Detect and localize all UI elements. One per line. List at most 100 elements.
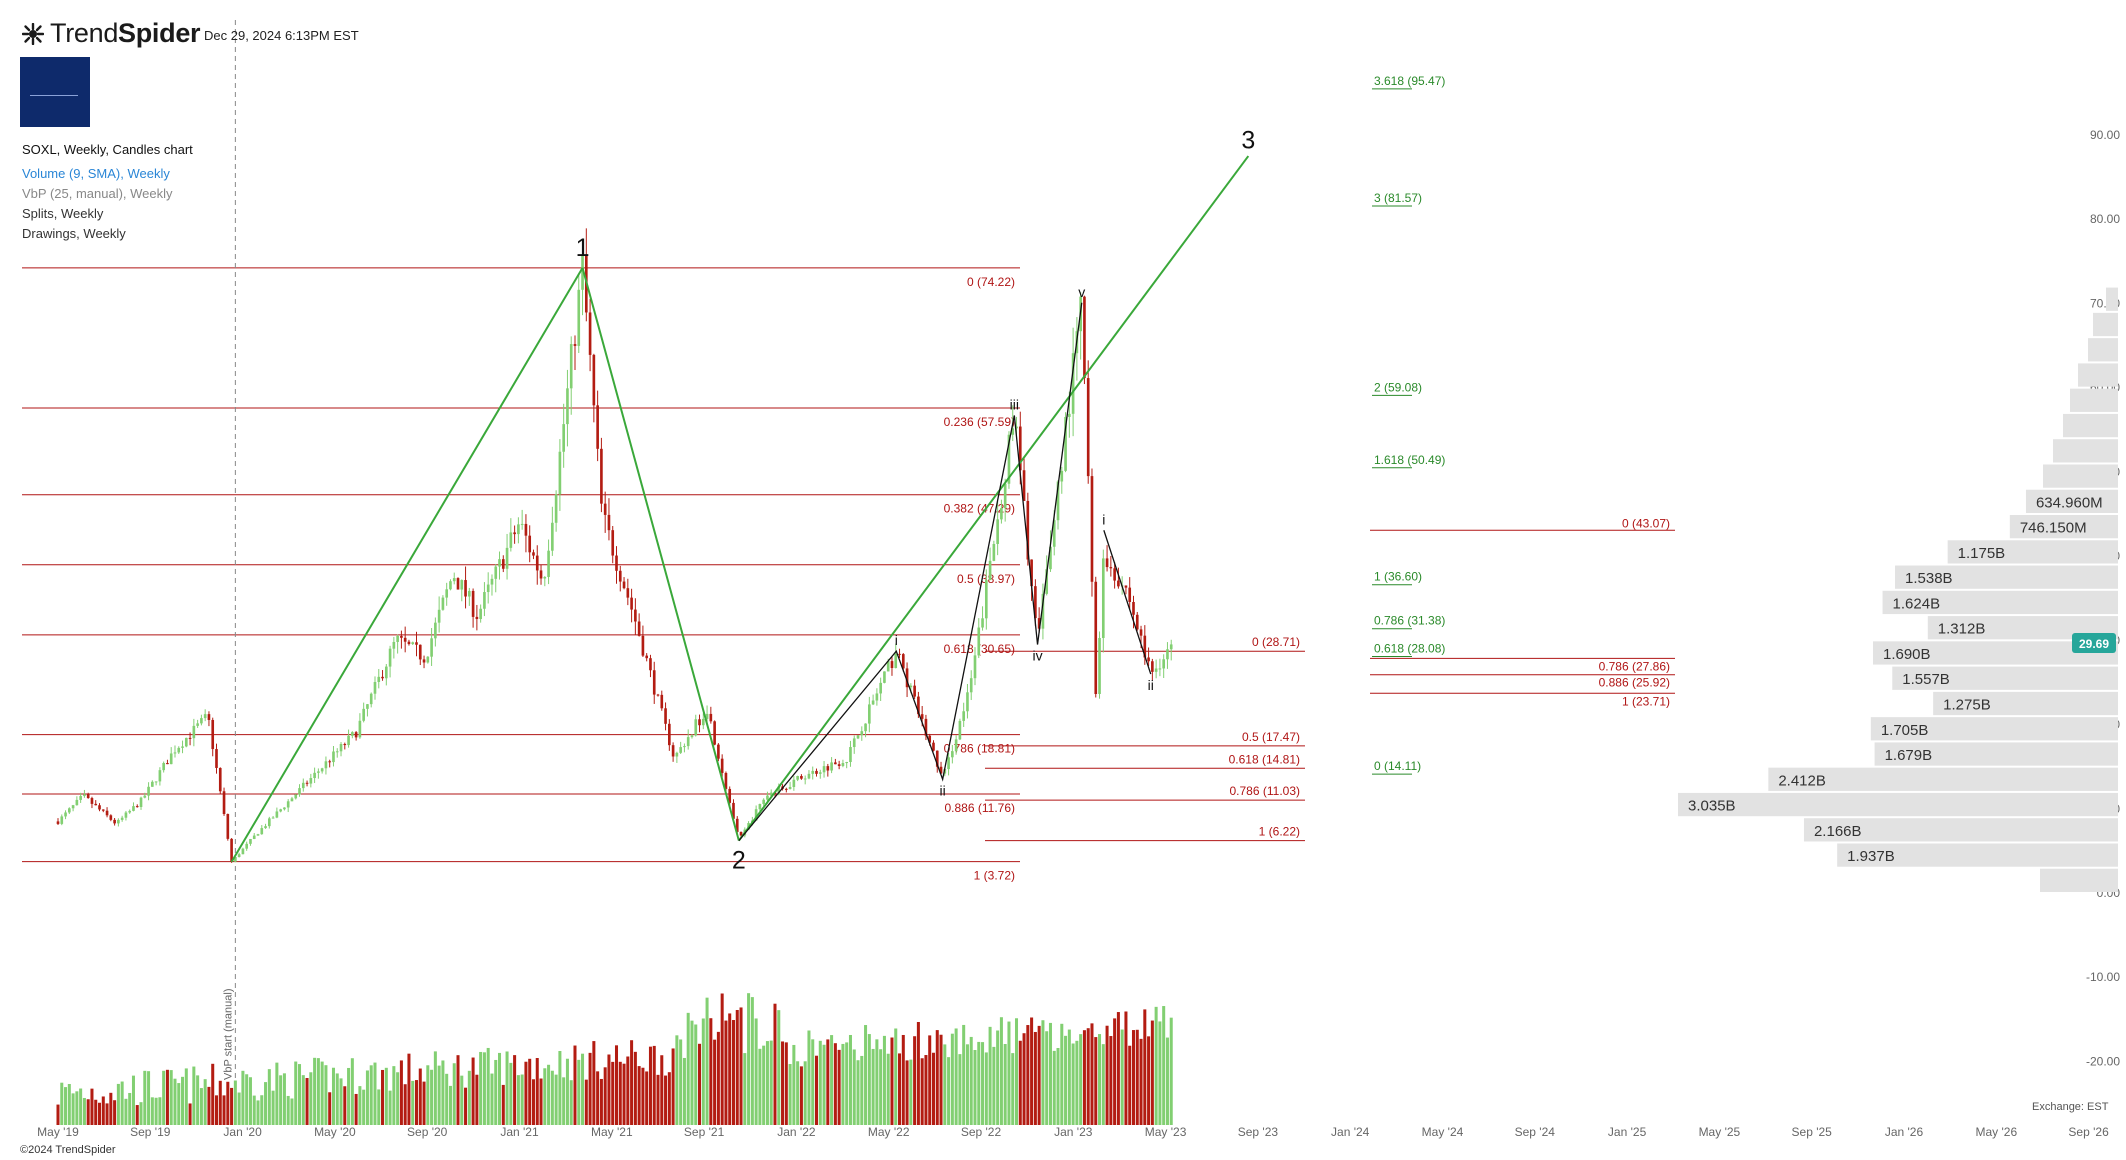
candle-body <box>486 584 490 593</box>
candle-body <box>932 742 935 751</box>
candle-body <box>339 744 343 752</box>
candle-body <box>124 812 128 818</box>
candle-body <box>335 751 339 753</box>
volume-bar <box>750 997 754 1125</box>
user-avatar <box>20 57 90 127</box>
candle-body <box>966 692 969 712</box>
candle-body <box>1162 659 1165 669</box>
fib24-level-label: 0.886 (25.92) <box>1599 676 1670 690</box>
candle-body <box>577 289 581 346</box>
candle-body <box>60 816 64 824</box>
vbp-bar <box>1927 616 2118 640</box>
volume-bar <box>630 1040 634 1125</box>
x-tick-label: Sep '21 <box>684 1125 725 1139</box>
candle-body <box>324 761 328 769</box>
volume-bar <box>154 1097 158 1125</box>
volume-bar <box>720 993 724 1125</box>
candle-body <box>713 721 716 745</box>
x-tick-label: Jan '23 <box>1054 1125 1093 1139</box>
volume-bar <box>769 1040 773 1125</box>
volume-bar <box>588 1052 592 1125</box>
volume-bar <box>999 1017 1003 1125</box>
vbp-label: 1.175B <box>1958 545 2006 562</box>
volume-bar <box>309 1072 313 1125</box>
candle-body <box>1018 426 1022 471</box>
candle-body <box>381 676 384 679</box>
vbp-bar <box>2040 868 2118 892</box>
candle-body <box>535 555 539 571</box>
candle-body <box>268 818 271 827</box>
volume-bar <box>324 1065 328 1125</box>
candles <box>56 228 1173 863</box>
candle-body <box>1037 618 1041 629</box>
volume-bar <box>294 1061 298 1125</box>
candle-body <box>309 778 313 784</box>
volume-bar <box>1011 1053 1015 1125</box>
vbp-bar <box>2093 312 2118 337</box>
volume-bar <box>290 1098 294 1125</box>
volume-bar <box>1030 1017 1034 1125</box>
fib-ext-label: 0 (14.11) <box>1374 759 1421 773</box>
x-tick-label: Sep '20 <box>407 1125 448 1139</box>
candle-body <box>920 714 924 719</box>
candle-body <box>173 752 177 754</box>
vbp-bar <box>1947 540 2118 564</box>
fib24-level-label: 0 (43.07) <box>1622 516 1670 530</box>
candle-body <box>958 720 962 740</box>
indicator-drawings[interactable]: Drawings, Weekly <box>22 226 126 241</box>
candle-body <box>479 608 482 620</box>
volume-bar <box>339 1078 343 1125</box>
volume-bar <box>618 1061 622 1125</box>
candle-body <box>973 655 977 679</box>
candle-body <box>800 776 803 779</box>
fib-level-label: 0.786 (18.81) <box>944 742 1015 756</box>
wave-drawing-2 <box>1103 530 1152 675</box>
symbol-line[interactable]: SOXL, Weekly, Candles chart <box>22 142 193 157</box>
volume-bar <box>1150 1020 1154 1125</box>
volume-bar <box>298 1064 302 1125</box>
candle-body <box>875 693 879 701</box>
volume-bar <box>1075 1040 1079 1125</box>
volume-bar <box>343 1086 347 1125</box>
vbp-bar <box>1678 792 2118 817</box>
volume-bar <box>984 1052 988 1125</box>
candle-body <box>1158 668 1162 670</box>
volume-bar <box>143 1070 147 1125</box>
candle-body <box>977 627 981 656</box>
candle-body <box>996 519 999 544</box>
volume-bar <box>139 1102 143 1125</box>
candle-body <box>483 592 486 609</box>
candle-body <box>1083 296 1086 379</box>
indicator-volume[interactable]: Volume (9, SMA), Weekly <box>22 166 170 181</box>
x-tick-label: Jan '21 <box>500 1125 539 1139</box>
volume-bar <box>784 1042 788 1125</box>
candle-body <box>686 737 690 747</box>
indicator-vbp[interactable]: VbP (25, manual), Weekly <box>22 186 173 201</box>
volume-bar <box>1098 1034 1102 1125</box>
candle-body <box>652 670 656 695</box>
candle-body <box>211 719 215 750</box>
vbp-bar <box>2053 439 2118 463</box>
candle-body <box>279 809 282 812</box>
volume-bar <box>271 1090 275 1125</box>
candle-body <box>664 708 667 724</box>
candle-body <box>1105 558 1109 568</box>
candle-body <box>177 747 181 753</box>
volume-bar <box>867 1034 871 1125</box>
volume-bar <box>399 1060 403 1125</box>
vbp-bar <box>1892 666 2118 690</box>
volume-bar <box>501 1084 505 1125</box>
indicator-splits[interactable]: Splits, Weekly <box>22 206 104 221</box>
volume-bar <box>573 1045 577 1125</box>
candle-body <box>603 503 607 515</box>
volume-bar <box>1067 1029 1071 1125</box>
candle-body <box>1011 428 1015 435</box>
fib-level-label: 1 (3.72) <box>974 869 1015 883</box>
candle-body <box>83 794 86 797</box>
vbp-bar <box>1872 641 2118 665</box>
volume-bar <box>648 1046 652 1125</box>
volume-bar <box>181 1076 185 1125</box>
volume-bar <box>381 1069 385 1125</box>
volume-bar <box>1018 1040 1022 1125</box>
